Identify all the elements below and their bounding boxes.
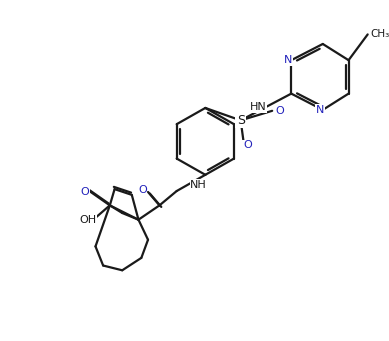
Text: OH: OH bbox=[79, 215, 96, 225]
Text: HN: HN bbox=[250, 102, 267, 112]
Text: NH: NH bbox=[190, 180, 207, 190]
Text: O: O bbox=[243, 140, 252, 150]
Text: O: O bbox=[275, 106, 284, 116]
Text: CH₃: CH₃ bbox=[371, 29, 389, 40]
Text: O: O bbox=[81, 187, 89, 197]
Text: N: N bbox=[316, 105, 324, 115]
Text: N: N bbox=[284, 55, 293, 65]
Text: O: O bbox=[138, 185, 147, 195]
Text: S: S bbox=[237, 114, 245, 127]
